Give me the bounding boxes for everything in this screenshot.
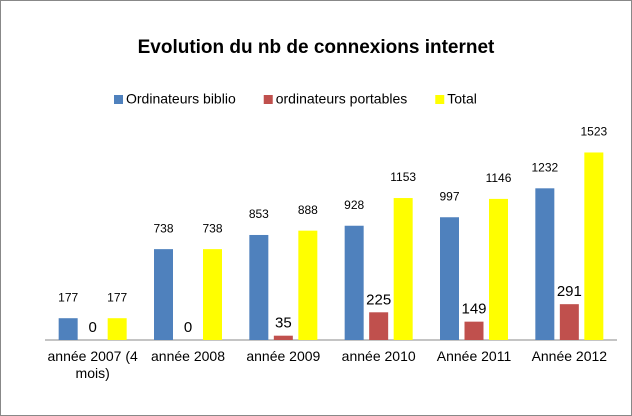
bar [273, 335, 293, 340]
bar [464, 321, 484, 340]
bar [344, 225, 364, 340]
bar [440, 217, 459, 340]
bar [393, 198, 413, 340]
bar [559, 304, 579, 340]
data-label: 225 [366, 291, 391, 308]
legend-label: Ordinateurs biblio [126, 91, 236, 107]
data-label: 0 [184, 319, 192, 336]
legend-swatch [263, 95, 273, 104]
legend-label: ordinateurs portables [276, 91, 408, 107]
data-label: 1523 [580, 125, 607, 139]
x-tick-label: année 2008 [151, 348, 225, 364]
chart-title: Evolution du nb de connexions internet [138, 37, 495, 58]
data-label: 1146 [486, 171, 512, 185]
legend-label: Total [447, 91, 477, 107]
bar [535, 188, 555, 340]
legend-swatch [114, 95, 123, 104]
bar [203, 249, 222, 340]
data-label: 177 [58, 290, 78, 304]
legend-swatch [435, 95, 445, 104]
data-label: 149 [461, 301, 486, 318]
x-tick-label: année 2007 (4 mois) [47, 348, 138, 381]
data-label: 997 [439, 189, 459, 203]
data-label: 738 [153, 221, 173, 235]
bar [584, 152, 604, 340]
data-label: 1153 [390, 170, 416, 184]
x-tick-label: année 2009 [246, 348, 321, 364]
bar [249, 234, 269, 340]
bar [58, 318, 78, 340]
data-label: 738 [202, 221, 222, 235]
data-label: 1232 [531, 160, 558, 174]
data-label: 35 [275, 315, 292, 332]
bar [369, 312, 389, 340]
x-tick-label: année 2010 [341, 348, 416, 364]
bar [298, 230, 318, 340]
bar [107, 318, 127, 340]
x-tick-label: Année 2011 [436, 348, 512, 364]
x-tick-label: Année 2012 [531, 348, 608, 364]
bar [489, 198, 508, 340]
data-label: 291 [557, 283, 582, 300]
data-label: 0 [88, 319, 96, 336]
data-label: 177 [107, 290, 127, 304]
data-label: 888 [298, 203, 318, 217]
bar [154, 249, 173, 340]
data-label: 928 [344, 198, 364, 212]
data-label: 853 [249, 207, 269, 221]
